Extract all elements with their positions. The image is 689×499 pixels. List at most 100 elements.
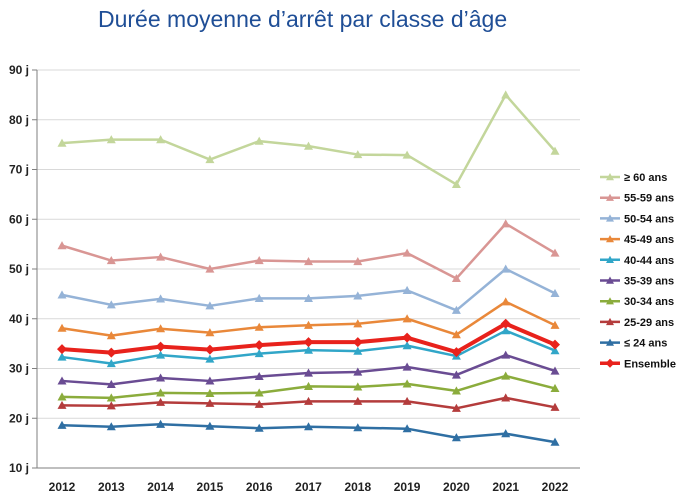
legend-item-ensemble: Ensemble — [600, 358, 676, 370]
chart-title: Durée moyenne d’arrêt par classe d’âge — [98, 6, 508, 32]
x-tick-label: 2012 — [49, 480, 76, 494]
data-point — [501, 264, 511, 273]
data-point — [156, 324, 166, 333]
data-point — [205, 376, 215, 385]
data-point — [106, 422, 116, 431]
x-tick-label: 2014 — [147, 480, 174, 494]
legend-swatch-marker — [606, 235, 614, 243]
data-point — [451, 433, 461, 442]
data-point — [304, 422, 313, 431]
legend-label: ≤ 24 ans — [624, 338, 667, 350]
y-tick-label: 30 j — [9, 362, 29, 376]
legend-item-40-44-ans: 40-44 ans — [600, 255, 674, 267]
data-point — [254, 399, 264, 408]
legend-swatch-marker — [606, 276, 614, 284]
data-point — [550, 288, 560, 297]
data-point — [254, 423, 264, 432]
data-point — [352, 337, 363, 348]
data-point — [155, 341, 166, 352]
data-point — [353, 382, 363, 391]
data-point — [57, 420, 67, 429]
data-point — [303, 337, 314, 348]
x-tick-label: 2021 — [492, 480, 519, 494]
data-point — [106, 393, 116, 402]
data-point — [156, 350, 166, 359]
data-point — [106, 379, 116, 389]
data-point — [254, 322, 264, 331]
data-point — [57, 392, 67, 401]
data-point — [451, 305, 461, 314]
data-point — [402, 379, 412, 388]
legend-swatch-marker — [606, 193, 614, 201]
data-point — [205, 388, 215, 397]
data-point — [156, 135, 166, 144]
data-point — [550, 402, 560, 411]
legend-swatch-marker — [606, 317, 614, 326]
y-tick-label: 10 j — [9, 461, 29, 475]
data-point — [205, 264, 215, 273]
data-point — [57, 400, 67, 409]
data-point — [57, 323, 67, 332]
data-point — [156, 373, 166, 382]
series-40-44-ans — [57, 326, 560, 368]
legend: ≥ 60 ans 55-59 ans 50-54 ans 45-49 ans 40-44… — [600, 172, 676, 370]
data-point — [304, 293, 313, 302]
data-point — [500, 318, 511, 329]
x-tick-label: 2018 — [344, 480, 371, 494]
data-point — [304, 320, 313, 329]
legend-swatch-marker — [606, 214, 614, 222]
legend-label: 25-29 ans — [624, 317, 674, 329]
data-point — [550, 346, 560, 355]
y-tick-label: 50 j — [9, 262, 29, 276]
data-point — [550, 366, 560, 375]
data-point — [402, 341, 412, 350]
data-point — [451, 347, 462, 358]
data-point — [57, 241, 67, 250]
data-point — [353, 367, 363, 376]
data-point — [106, 300, 116, 309]
data-point — [57, 344, 67, 355]
y-tick-label: 60 j — [9, 212, 29, 226]
data-point — [353, 291, 363, 300]
data-point — [57, 376, 67, 385]
data-point — [402, 285, 412, 294]
data-point — [204, 344, 215, 355]
legend-label: 55-59 ans — [624, 193, 674, 205]
data-point — [205, 155, 215, 164]
data-point — [451, 403, 461, 412]
data-point — [402, 248, 412, 257]
y-tick-label: 90 j — [9, 63, 29, 77]
data-point — [304, 345, 313, 354]
data-point — [254, 256, 264, 265]
data-point — [156, 388, 166, 397]
data-point — [304, 257, 313, 266]
legend-item-25-29-ans: 25-29 ans — [600, 317, 674, 329]
data-point — [501, 429, 511, 438]
series-30-34-ans — [57, 371, 560, 402]
legend-swatch-marker — [606, 297, 614, 305]
legend-label: ≥ 60 ans — [624, 172, 667, 184]
data-point — [106, 401, 116, 410]
legend-item-45-49-ans: 45-49 ans — [600, 234, 674, 246]
y-tick-label: 40 j — [9, 312, 29, 326]
data-point — [451, 330, 461, 339]
data-point — [353, 423, 363, 432]
series-le-24-ans — [57, 419, 560, 446]
y-tick-label: 20 j — [9, 411, 29, 425]
y-tick-label: 80 j — [9, 113, 29, 127]
data-point — [353, 150, 363, 159]
data-point — [501, 371, 511, 380]
series-ge-60-ans — [57, 90, 560, 189]
data-point — [501, 350, 511, 359]
data-point — [106, 359, 116, 368]
data-point — [156, 419, 166, 428]
data-point — [501, 219, 511, 228]
legend-swatch-marker — [606, 173, 614, 181]
legend-label: 50-54 ans — [624, 213, 674, 225]
data-point — [550, 339, 560, 350]
legend-item-ge-60-ans: ≥ 60 ans — [600, 172, 667, 184]
x-tick-label: 2015 — [197, 480, 224, 494]
series-45-49-ans — [57, 297, 560, 340]
